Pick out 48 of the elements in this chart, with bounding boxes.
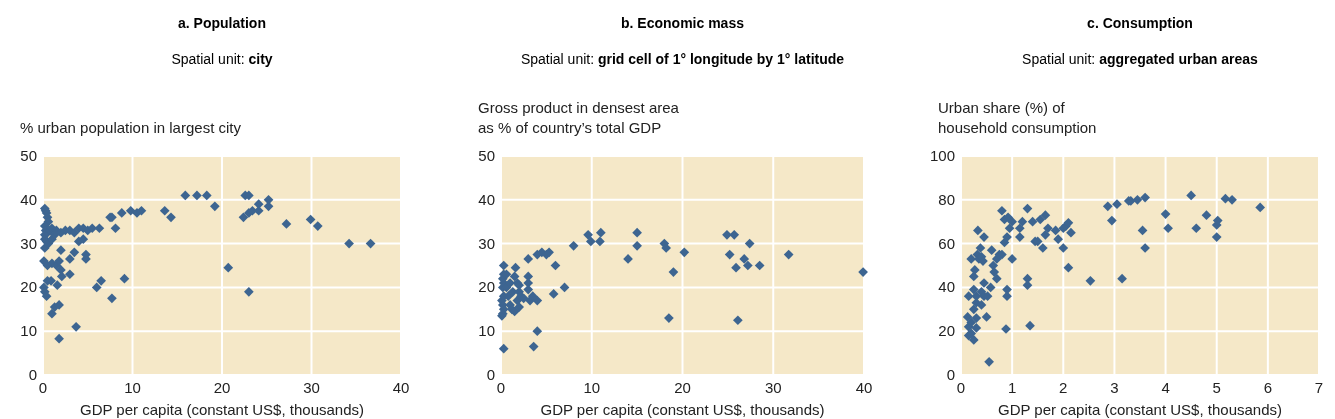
- y-tick-label: 40: [20, 190, 37, 208]
- x-tick-label: 30: [303, 379, 320, 396]
- x-tick-label: 0: [38, 379, 48, 396]
- y-axis-title: Gross product in densest area as % of country’s total GDP: [478, 99, 680, 136]
- x-tick-label: 10: [583, 379, 601, 396]
- y-tick-label: 80: [938, 190, 955, 208]
- x-tick-label: 0: [496, 379, 506, 396]
- chart-subtitle: Spatial unit: city: [171, 51, 273, 67]
- y-tick-label: 60: [938, 234, 955, 252]
- x-tick-label: 10: [124, 379, 141, 396]
- x-tick-label: 1: [1007, 379, 1017, 396]
- y-tick-label: 50: [20, 147, 37, 164]
- x-axis-title: GDP per capita (constant US$, thousands): [540, 401, 825, 418]
- x-tick-label: 40: [855, 379, 873, 396]
- y-tick-label: 40: [938, 278, 955, 296]
- x-tick-label: 4: [1161, 379, 1170, 396]
- x-tick-label: 0: [956, 379, 966, 396]
- y-tick-label: 0: [28, 366, 37, 383]
- y-tick-label: 20: [20, 278, 37, 296]
- x-tick-label: 30: [764, 379, 782, 396]
- x-tick-label: 7: [1314, 379, 1324, 396]
- y-tick-label: 0: [486, 366, 495, 383]
- y-tick-label: 20: [938, 322, 955, 340]
- y-tick-label: 40: [478, 190, 495, 208]
- x-tick-label: 2: [1059, 379, 1068, 396]
- chart-subtitle: Spatial unit: grid cell of 1° longitude by 1° latitude: [520, 51, 845, 67]
- y-axis-title: % urban population in largest city: [20, 119, 242, 136]
- x-tick-label: 20: [674, 379, 691, 396]
- x-tick-label: 20: [213, 379, 231, 396]
- chart-title: c. Consumption: [1087, 15, 1193, 31]
- y-tick-label: 50: [478, 147, 495, 164]
- y-tick-label: 100: [929, 147, 955, 164]
- y-axis-title: Urban share (%) of household consumption: [938, 99, 1097, 136]
- y-tick-label: 10: [20, 322, 37, 340]
- chart-title: b. Economic mass: [621, 15, 745, 31]
- y-tick-label: 30: [478, 234, 495, 252]
- y-tick-label: 30: [20, 234, 37, 252]
- x-tick-label: 5: [1212, 379, 1221, 396]
- x-tick-label: 6: [1263, 379, 1273, 396]
- x-axis-title: GDP per capita (constant US$, thousands): [79, 401, 365, 418]
- chart-title: a. Population: [178, 15, 266, 31]
- x-axis-title: GDP per capita (constant US$, thousands): [997, 401, 1283, 418]
- y-tick-label: 20: [478, 278, 495, 296]
- y-tick-label: 10: [478, 322, 495, 340]
- x-tick-label: 3: [1110, 379, 1119, 396]
- y-tick-label: 0: [946, 366, 955, 383]
- x-tick-label: 40: [392, 379, 410, 396]
- chart-subtitle: Spatial unit: aggregated urban areas: [1022, 51, 1259, 67]
